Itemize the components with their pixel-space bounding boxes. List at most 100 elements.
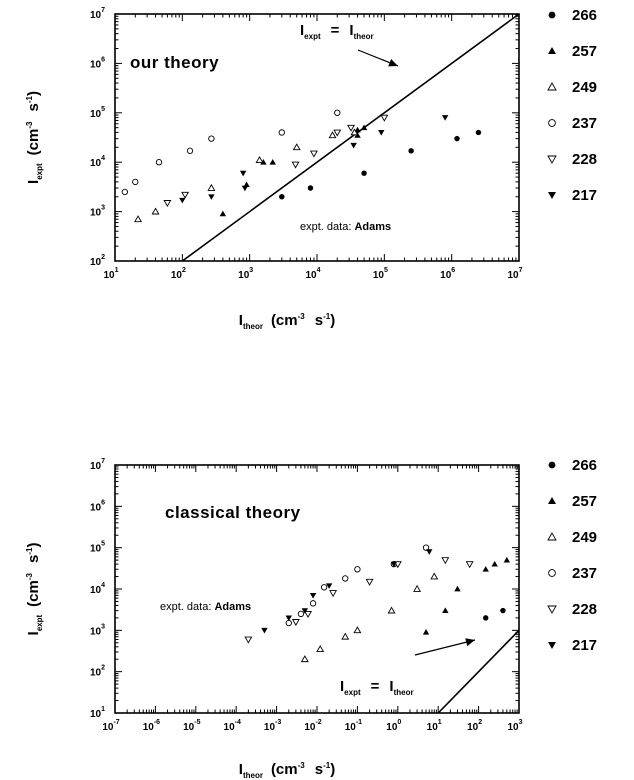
series-228 [244,557,474,644]
legend-label: 228 [572,601,597,618]
legend-label: 217 [572,187,597,204]
annotation-arrow [414,639,476,656]
y-axis-label-sub: expt [35,614,44,631]
series-257 [422,556,511,635]
y-axis-label-unit2: s [25,103,42,111]
x-tick-exp: -7 [113,719,119,726]
data-point [121,188,129,196]
data-point [365,578,374,586]
legend-marker [547,605,557,614]
y-tick-label: 107 [90,7,105,21]
x-tick-base: 10 [224,722,236,733]
legend-label: 237 [572,115,597,132]
data-point [442,607,449,614]
x-axis-label-unit2: s [315,312,323,329]
data-point [269,159,276,165]
x-tick-exp: 3 [249,267,253,274]
data-point [163,200,172,208]
x-tick-exp: 7 [519,267,523,274]
x-tick-label: 10-2 [304,719,321,733]
y-tick-label: 103 [90,623,105,637]
annotation-arrow-head [388,58,398,67]
x-tick-exp: -2 [315,719,321,726]
data-point [151,207,160,215]
y-tick-exp: 6 [101,499,105,506]
data-point [291,619,300,627]
data-point [380,114,389,122]
y-axis-label-close: ) [25,91,42,96]
data-point [307,185,314,191]
y-tick-base: 10 [90,257,102,268]
x-axis-label-main: I [239,761,243,778]
x-tick-base: 10 [373,270,385,281]
legend-label: 266 [572,457,597,474]
legend-marker [548,461,556,469]
legend-marker [548,47,556,54]
data-point [408,148,414,154]
x-tick-base: 10 [386,722,398,733]
chart-2: 10-7 10-6 10-5 10-4 10-3 10-2 10-1 100 101 102 103… [25,457,597,780]
x-tick-label: 107 [507,267,522,281]
x-tick-exp: -3 [275,719,281,726]
line-label-right: I [389,678,393,695]
data-point [207,183,216,191]
line-label-left: I [300,22,304,39]
line-label-eq: = [371,678,380,695]
x-tick-label: 102 [467,719,482,733]
data-point [454,585,461,592]
data-point [503,556,511,563]
data-point [465,561,474,569]
expt-data-name: Adams [214,601,251,613]
x-axis-label-sub: theor [243,771,263,780]
data-point [239,170,247,177]
y-tick-base: 10 [90,10,102,21]
x-tick-base: 10 [507,722,519,733]
line-label-right-sub: theor [394,688,414,697]
x-tick-label: 100 [386,719,401,733]
data-point [454,135,460,142]
y-tick-base: 10 [90,709,102,720]
y-axis-label: Iexpt (cm-3 s-1) [25,543,44,636]
data-point [132,178,139,186]
data-point [350,142,357,149]
x-tick-base: 10 [102,722,114,733]
reference-line [181,14,519,261]
x-tick-exp: 0 [397,719,401,726]
y-axis-label: Iexpt (cm-3 s-1) [25,91,44,184]
x-tick-label: 10-3 [264,719,281,733]
x-tick-base: 10 [264,722,276,733]
data-point [328,131,337,139]
data-point [208,135,215,142]
legend-marker [547,82,557,91]
series-217 [179,115,449,204]
x-tick-exp: -5 [194,719,200,726]
x-tick-exp: 1 [438,719,442,726]
data-point [219,210,227,217]
data-point [208,194,215,200]
legend-label: 249 [572,79,597,96]
data-point [441,115,449,121]
legend-marker [548,11,556,19]
y-tick-label: 102 [90,254,105,268]
legend-label: 257 [572,43,597,60]
x-axis-label-unit2: s [315,761,323,778]
x-tick-exp: 6 [451,267,455,274]
data-point [387,606,396,614]
legend-label: 266 [572,7,597,24]
annotation-arrow-head [465,638,475,647]
y-tick-label: 101 [90,706,105,720]
line-label-right: I [349,22,353,39]
y-tick-base: 10 [90,626,102,637]
y-tick-base: 10 [90,668,102,679]
data-point [441,557,450,565]
x-tick-base: 10 [143,722,155,733]
y-tick-base: 10 [90,109,102,120]
data-point [482,615,489,621]
x-tick-base: 10 [507,270,519,281]
data-point [309,150,318,158]
y-tick-label: 107 [90,458,105,472]
data-point [426,549,433,555]
data-point [304,611,313,618]
